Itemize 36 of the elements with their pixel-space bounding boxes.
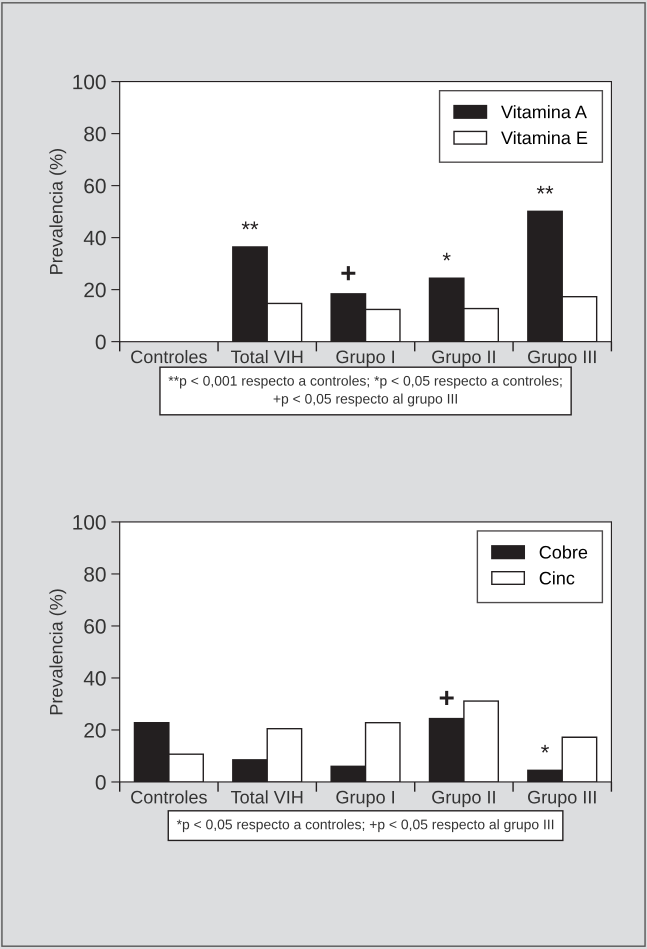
x-tick-label: Controles bbox=[131, 350, 207, 364]
x-tick-label: Grupo III bbox=[528, 350, 596, 367]
text: **p < 0,001 respecto a controles; *p < 0,05 respecto a controles; +p < 0,05 respecto al grupo III bbox=[168, 376, 562, 406]
text: *p < 0,05 respecto a controles; +p < 0,05 respecto al grupo III bbox=[176, 819, 554, 832]
x-tick-label: Grupo II bbox=[432, 790, 495, 808]
y-tick-label: 0 bbox=[96, 334, 106, 350]
x-tick-label: Total VIH bbox=[230, 790, 302, 804]
y-tick-label: 100 bbox=[73, 514, 106, 530]
y-tick-label: 20 bbox=[84, 722, 106, 738]
x-tick-label: Grupo III bbox=[528, 790, 596, 808]
y-tick-label: 60 bbox=[84, 618, 106, 634]
y-tick-label: 80 bbox=[84, 126, 106, 142]
annotation: ** bbox=[242, 222, 258, 230]
y-axis-title: Prevalencia (%) bbox=[49, 589, 66, 714]
annotation: * bbox=[541, 744, 550, 753]
legend-label: Cinc bbox=[540, 571, 574, 585]
y-tick-label: 40 bbox=[84, 670, 106, 686]
annotation: * bbox=[442, 252, 451, 261]
y-tick-label: 100 bbox=[73, 74, 106, 90]
x-tick-label: Grupo I bbox=[336, 790, 394, 808]
y-tick-label: 20 bbox=[84, 282, 106, 298]
legend-label: Vitamina E bbox=[501, 130, 588, 144]
annotation: + bbox=[341, 266, 356, 280]
y-tick-label: 80 bbox=[84, 566, 106, 582]
x-tick-label: Total VIH bbox=[230, 350, 302, 364]
y-axis-title: Prevalencia (%) bbox=[49, 149, 66, 274]
x-tick-label: Grupo II bbox=[432, 350, 495, 367]
annotation: ** bbox=[536, 186, 554, 194]
y-tick-label: 60 bbox=[84, 178, 106, 194]
y-tick-label: 40 bbox=[84, 230, 106, 246]
x-tick-label: Controles bbox=[131, 790, 207, 804]
x-tick-label: Grupo I bbox=[336, 350, 394, 367]
annotation: + bbox=[440, 690, 454, 706]
legend-label: Cobre bbox=[540, 545, 588, 559]
y-tick-label: 0 bbox=[96, 774, 106, 790]
legend-label: Vitamina A bbox=[501, 105, 587, 118]
